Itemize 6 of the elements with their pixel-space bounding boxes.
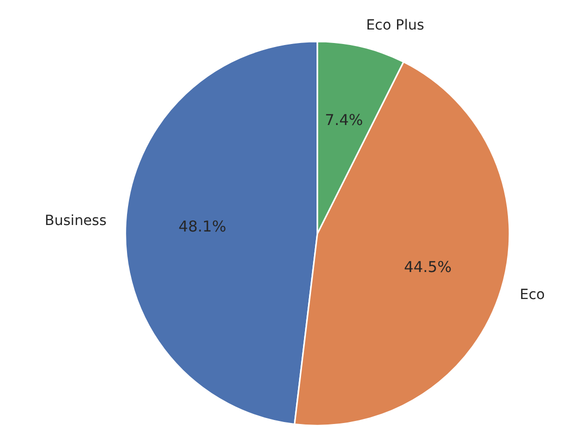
data-label: 7.4%	[324, 111, 364, 130]
data-label: 44.5%	[404, 258, 452, 276]
slice-label: Eco	[520, 287, 545, 304]
slice-label: Business	[44, 212, 107, 229]
data-label: 48.1%	[178, 218, 226, 236]
slice-label: Eco Plus	[366, 18, 424, 34]
